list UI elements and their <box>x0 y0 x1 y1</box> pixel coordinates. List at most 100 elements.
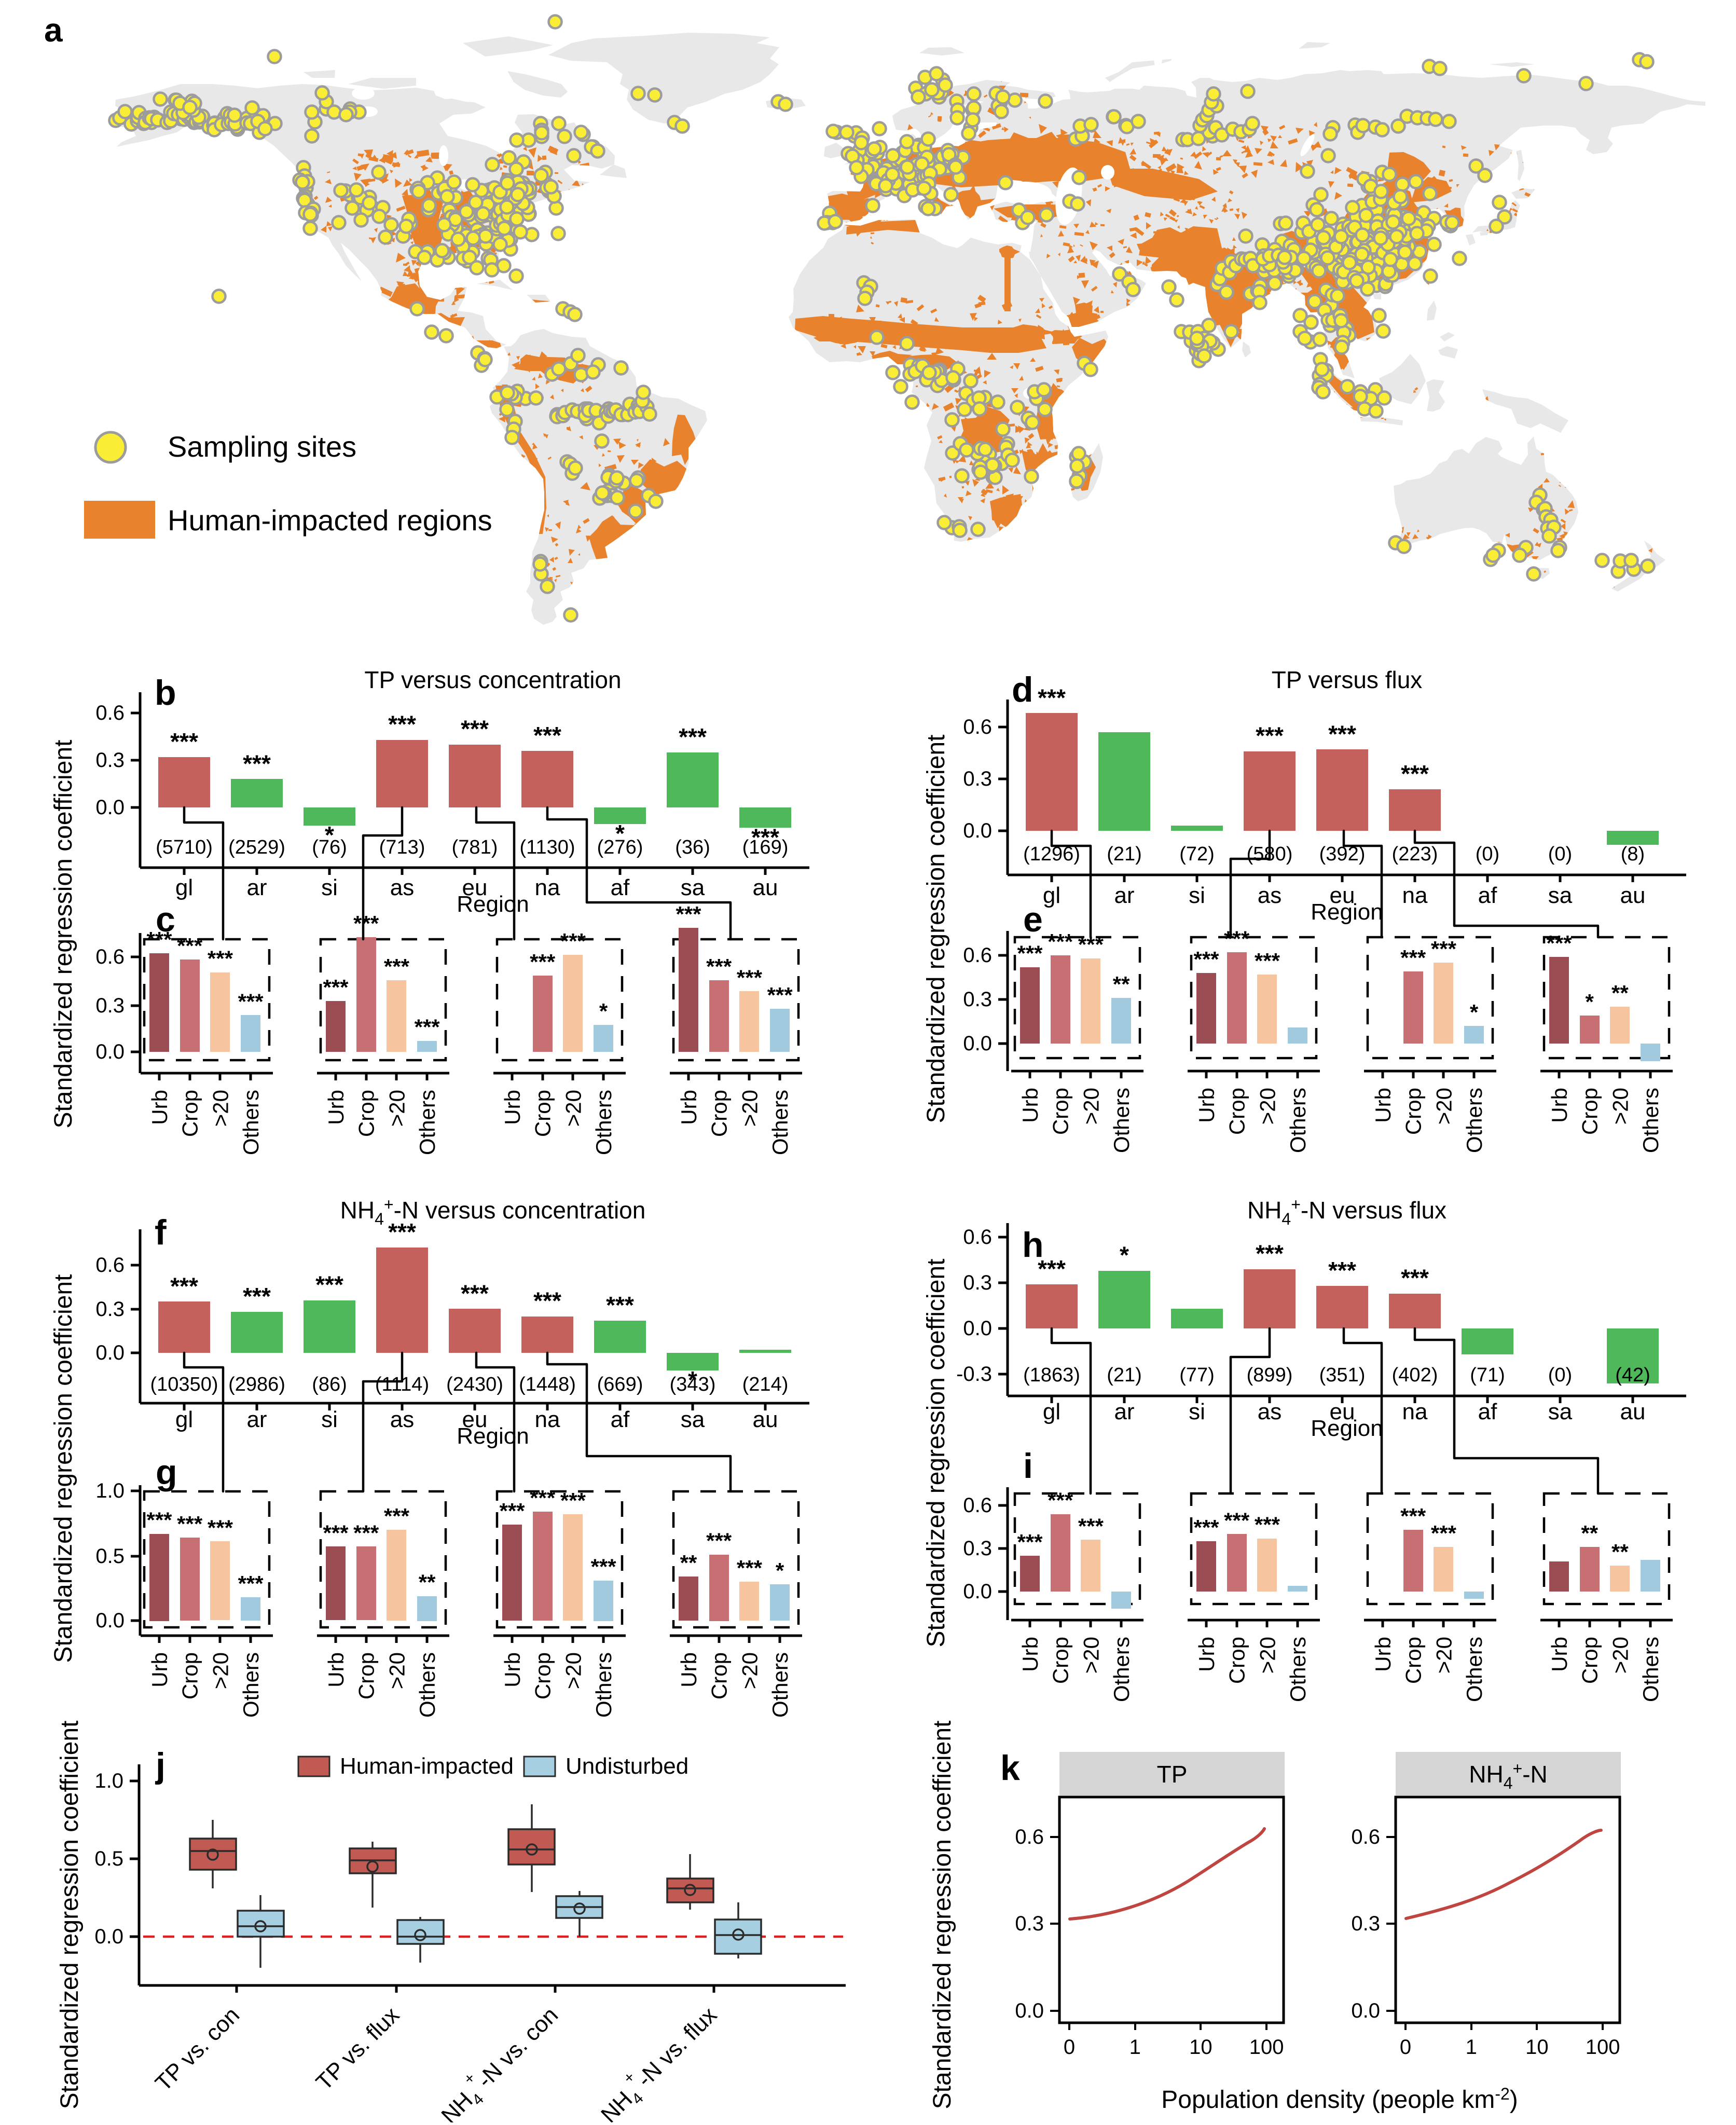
svg-text:Crop: Crop <box>1578 1088 1602 1135</box>
svg-text:(5710): (5710) <box>156 837 213 858</box>
svg-text:Region: Region <box>1311 1416 1383 1441</box>
svg-text:si: si <box>321 1407 338 1432</box>
svg-text:Others: Others <box>1462 1637 1486 1702</box>
svg-text:***: *** <box>530 1486 556 1510</box>
svg-text:***: *** <box>146 1508 172 1532</box>
svg-text:***: *** <box>243 750 271 777</box>
svg-text:as: as <box>390 875 414 900</box>
svg-text:g: g <box>156 1452 177 1492</box>
svg-text:Others: Others <box>768 1652 792 1718</box>
svg-text:k: k <box>1000 1748 1020 1788</box>
svg-text:***: *** <box>146 927 172 952</box>
svg-text:Undisturbed: Undisturbed <box>566 1753 688 1779</box>
svg-text:as: as <box>1258 1399 1282 1424</box>
svg-text:Others: Others <box>1286 1637 1310 1702</box>
svg-text:eu: eu <box>1330 883 1355 908</box>
svg-text:Others: Others <box>1286 1088 1310 1153</box>
svg-text:>20: >20 <box>1431 1088 1456 1125</box>
svg-text:**: ** <box>1581 1521 1598 1545</box>
svg-text:0.0: 0.0 <box>963 819 992 842</box>
svg-text:*: * <box>1120 1242 1129 1269</box>
svg-text:(72): (72) <box>1179 843 1215 865</box>
svg-text:>20: >20 <box>1255 1637 1279 1674</box>
svg-text:***: *** <box>1431 937 1457 961</box>
svg-text:gl: gl <box>175 875 193 900</box>
svg-text:Population density (people km-: Population density (people km-2) <box>1161 2085 1518 2114</box>
svg-text:0.0: 0.0 <box>963 1032 992 1055</box>
svg-text:***: *** <box>384 1504 410 1528</box>
svg-text:(0): (0) <box>1548 1364 1572 1386</box>
svg-text:0.0: 0.0 <box>963 1317 992 1340</box>
svg-text:***: *** <box>238 989 264 1013</box>
svg-text:0.5: 0.5 <box>95 1545 125 1568</box>
svg-text:(36): (36) <box>675 837 710 858</box>
svg-text:0.6: 0.6 <box>95 1254 125 1277</box>
svg-text:***: *** <box>499 1499 525 1523</box>
svg-text:0.6: 0.6 <box>1351 1826 1380 1848</box>
svg-text:***: *** <box>384 954 410 979</box>
svg-text:0.6: 0.6 <box>95 702 125 724</box>
svg-text:***: *** <box>323 1521 349 1545</box>
svg-text:***: *** <box>1224 1508 1250 1532</box>
svg-text:(10350): (10350) <box>150 1374 218 1395</box>
svg-text:(1130): (1130) <box>519 837 575 858</box>
svg-text:***: *** <box>208 947 233 971</box>
svg-text:***: *** <box>1256 722 1284 749</box>
svg-text:Crop: Crop <box>707 1090 732 1137</box>
svg-text:Others: Others <box>239 1652 263 1718</box>
svg-text:***: *** <box>706 1529 732 1553</box>
svg-text:Urb: Urb <box>1018 1637 1042 1672</box>
svg-text:j: j <box>155 1746 166 1785</box>
svg-text:Crop: Crop <box>1225 1637 1249 1684</box>
svg-text:TP versus flux: TP versus flux <box>1272 666 1423 693</box>
svg-text:af: af <box>1478 1399 1497 1424</box>
svg-text:0.0: 0.0 <box>94 1925 123 1948</box>
svg-text:(1448): (1448) <box>519 1374 576 1395</box>
svg-text:Others: Others <box>1462 1088 1486 1153</box>
svg-text:***: *** <box>1017 941 1043 966</box>
svg-text:>20: >20 <box>561 1652 585 1689</box>
svg-text:***: *** <box>751 824 779 851</box>
svg-text:0.0: 0.0 <box>963 1580 992 1603</box>
svg-text:i: i <box>1023 1446 1033 1486</box>
svg-text:***: *** <box>706 954 732 979</box>
svg-text:(2529): (2529) <box>228 837 285 858</box>
svg-text:***: *** <box>315 1271 343 1298</box>
svg-text:(223): (223) <box>1392 843 1438 865</box>
svg-text:0.0: 0.0 <box>95 796 125 819</box>
svg-text:Crop: Crop <box>1049 1637 1073 1684</box>
svg-text:na: na <box>535 875 560 900</box>
svg-text:>20: >20 <box>384 1090 409 1127</box>
svg-text:na: na <box>1402 1399 1428 1424</box>
svg-text:(2430): (2430) <box>446 1374 503 1395</box>
svg-text:(276): (276) <box>597 837 643 858</box>
svg-text:Crop: Crop <box>1401 1637 1426 1684</box>
svg-text:*: * <box>615 820 625 847</box>
svg-text:(21): (21) <box>1107 1364 1142 1386</box>
svg-text:***: *** <box>591 1555 617 1579</box>
svg-text:***: *** <box>679 723 707 750</box>
svg-text:Crop: Crop <box>178 1090 202 1137</box>
svg-text:au: au <box>1620 883 1646 908</box>
svg-text:>20: >20 <box>1255 1088 1279 1125</box>
svg-text:0.3: 0.3 <box>963 1537 992 1560</box>
svg-text:0.3: 0.3 <box>1015 1912 1044 1935</box>
svg-text:Crop: Crop <box>354 1652 379 1699</box>
svg-text:Others: Others <box>239 1090 263 1155</box>
svg-text:***: *** <box>560 1488 586 1513</box>
svg-text:**: ** <box>1611 1540 1629 1564</box>
svg-text:>20: >20 <box>1608 1637 1632 1674</box>
svg-text:-0.3: -0.3 <box>956 1363 992 1386</box>
svg-text:0.6: 0.6 <box>963 944 992 967</box>
svg-text:(351): (351) <box>1319 1364 1366 1386</box>
svg-text:***: *** <box>461 1280 489 1307</box>
svg-text:Region: Region <box>1311 899 1383 925</box>
svg-text:***: *** <box>530 950 556 974</box>
svg-text:h: h <box>1022 1225 1044 1265</box>
svg-text:10: 10 <box>1525 2036 1549 2059</box>
svg-text:au: au <box>753 875 778 900</box>
svg-text:***: *** <box>1328 1257 1356 1284</box>
svg-text:eu: eu <box>1330 1399 1355 1424</box>
svg-text:na: na <box>1402 883 1428 908</box>
svg-text:***: *** <box>415 1015 440 1039</box>
